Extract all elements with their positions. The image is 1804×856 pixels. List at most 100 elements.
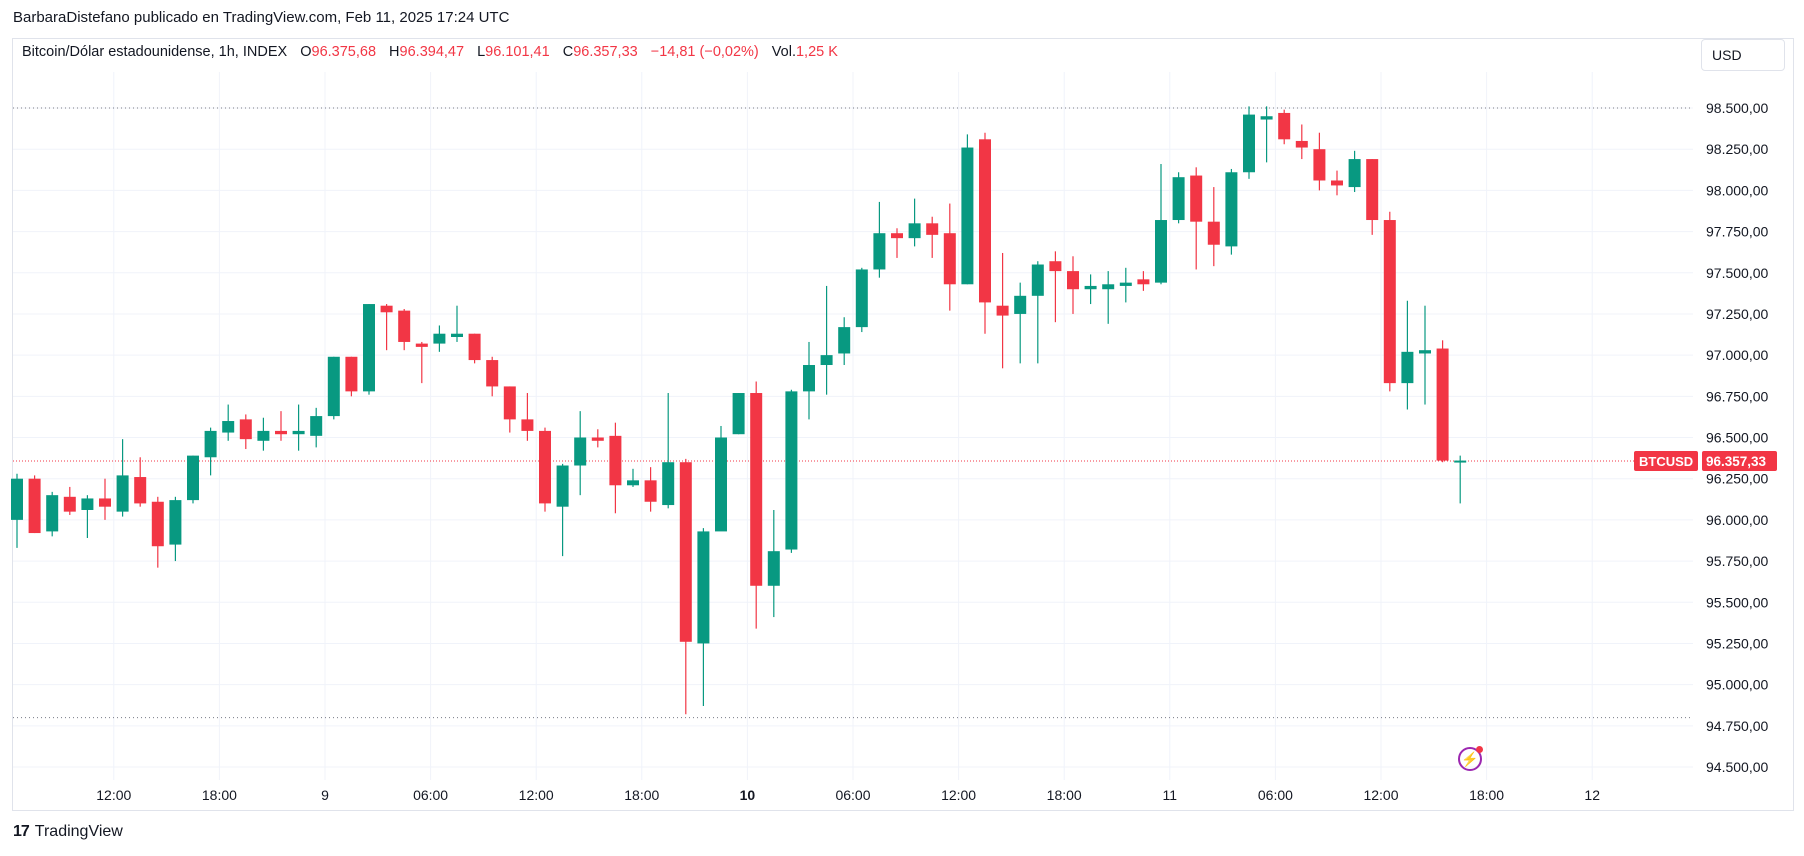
high-value: 96.394,47 — [399, 44, 465, 60]
candle-body — [169, 500, 182, 545]
candle-body — [697, 531, 710, 644]
candle-body — [679, 462, 692, 642]
candle — [679, 458, 692, 715]
candle — [1348, 150, 1361, 193]
candle — [222, 404, 235, 441]
candle — [644, 467, 657, 512]
candle-body — [732, 393, 745, 435]
candle — [521, 393, 534, 441]
time-tick-label: 06:00 — [835, 787, 870, 803]
candle — [46, 491, 59, 537]
candle — [732, 393, 745, 435]
currency-button[interactable]: USD — [1701, 39, 1785, 71]
candle — [1031, 261, 1044, 364]
candle-body — [1454, 460, 1467, 463]
notification-dot — [1476, 746, 1483, 753]
tradingview-logo-mark: 17 — [13, 823, 30, 840]
candle — [415, 341, 428, 384]
candle — [1278, 109, 1291, 145]
candle-body — [785, 391, 798, 550]
chart-frame[interactable] — [12, 38, 1794, 811]
candle-body — [1225, 172, 1238, 247]
candle-body — [1119, 282, 1132, 286]
candle-body — [1278, 112, 1291, 140]
candle-body — [926, 223, 939, 235]
candle-body — [1366, 159, 1379, 221]
candle-body — [1190, 175, 1203, 222]
candle — [697, 528, 710, 707]
candle — [275, 411, 287, 441]
time-tick-label: 12:00 — [96, 787, 131, 803]
price-tick-label: 98.250,00 — [1706, 141, 1768, 157]
candle — [961, 134, 974, 285]
reference-lines — [13, 107, 1693, 719]
candle-body — [627, 480, 639, 486]
price-tick-label: 97.000,00 — [1706, 347, 1768, 363]
price-tag-symbol-bg — [1634, 451, 1698, 472]
candle — [99, 478, 111, 520]
candle-body — [63, 496, 76, 512]
candle-body — [1049, 261, 1062, 272]
candle — [257, 417, 270, 451]
price-tick-label: 95.000,00 — [1706, 677, 1768, 693]
candle — [891, 228, 903, 258]
candle-body — [310, 416, 323, 436]
candle — [1207, 187, 1220, 267]
candle — [1260, 106, 1273, 163]
candle — [363, 304, 375, 395]
candle-body — [363, 304, 375, 392]
price-tag-value: 96.357,33 — [1706, 454, 1767, 469]
candle — [627, 468, 639, 487]
ohlc-legend: Bitcoin/Dólar estadounidense, 1h, INDEX … — [22, 44, 847, 60]
candle-body — [451, 333, 463, 338]
price-axis: 98.500,00 98.250,00 98.000,00 97.750,00 97.5… — [1706, 100, 1768, 775]
price-tick-label: 96.250,00 — [1706, 471, 1768, 487]
candle — [451, 305, 463, 342]
price-tick-label: 97.500,00 — [1706, 265, 1768, 281]
price-tick-label: 97.750,00 — [1706, 224, 1768, 240]
candle-body — [803, 365, 815, 392]
candle-body — [996, 305, 1009, 316]
tradingview-logo[interactable]: 17 TradingView — [13, 823, 123, 841]
candle-body — [1137, 279, 1150, 285]
candle-body — [1348, 159, 1361, 188]
candle-body — [979, 139, 991, 303]
time-tick-label: 12:00 — [941, 787, 976, 803]
candle — [1331, 170, 1343, 196]
price-tick-label: 95.750,00 — [1706, 553, 1768, 569]
candle — [1401, 300, 1414, 410]
candle — [926, 216, 939, 258]
candle-body — [187, 455, 199, 501]
volume-value: 1,25 K — [795, 44, 838, 60]
candle-body — [1243, 114, 1255, 173]
price-tag-value-bg — [1702, 451, 1777, 472]
candle-body — [1084, 285, 1097, 290]
candle — [1102, 271, 1115, 324]
candle-body — [662, 462, 675, 506]
candle-body — [1436, 348, 1449, 461]
candle — [204, 427, 217, 476]
price-tick-label: 98.500,00 — [1706, 100, 1768, 116]
candle — [1014, 282, 1027, 364]
candle — [715, 425, 727, 532]
candle-body — [838, 327, 851, 354]
symbol-title[interactable]: Bitcoin/Dólar estadounidense, 1h, INDEX — [22, 44, 288, 60]
candle-body — [591, 437, 604, 441]
candle-body — [891, 233, 903, 239]
candle-body — [1383, 220, 1396, 384]
candle — [662, 393, 675, 509]
candle — [1436, 340, 1449, 463]
candle — [1190, 167, 1203, 270]
candle-body — [275, 430, 287, 435]
time-tick-label: 12 — [1584, 787, 1600, 803]
candle-body — [1031, 264, 1044, 296]
candle-body — [521, 419, 534, 431]
candle — [979, 132, 991, 334]
candle-body — [1313, 149, 1326, 181]
candle — [1225, 168, 1238, 255]
lightning-icon[interactable]: ⚡ — [1458, 746, 1483, 771]
candle — [1295, 124, 1308, 160]
candle-body — [345, 356, 358, 392]
candle-body — [1331, 180, 1343, 186]
